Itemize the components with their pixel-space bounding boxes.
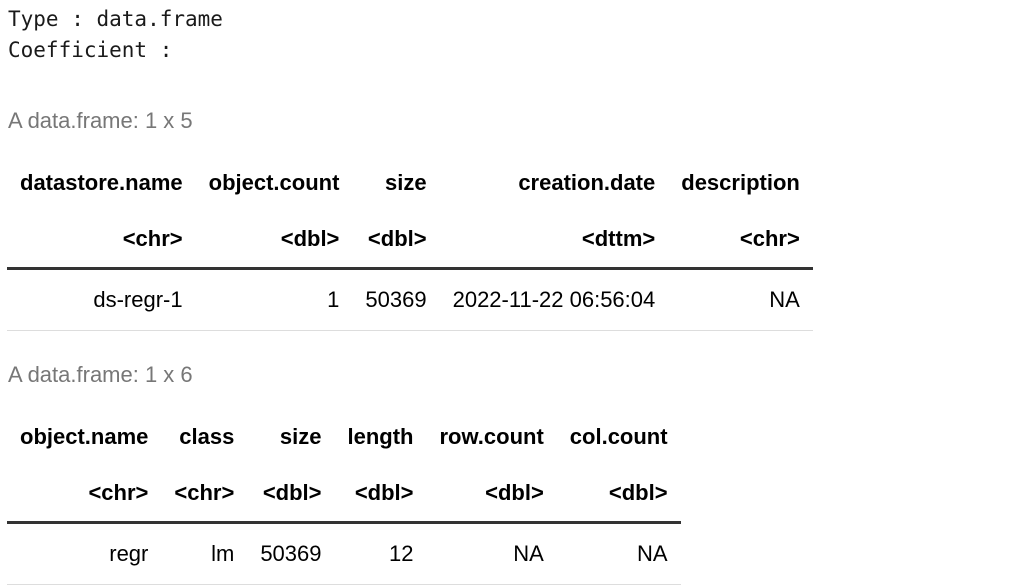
datastore-table: datastore.name object.count size creatio… — [7, 155, 813, 331]
column-type: <dbl> — [247, 465, 335, 524]
table-cell: regr — [7, 522, 162, 585]
table-cell: NA — [668, 268, 813, 331]
table-cell: ds-regr-1 — [7, 268, 196, 331]
column-type: <dbl> — [195, 211, 353, 270]
datastore-table-caption: A data.frame: 1 x 5 — [8, 108, 193, 133]
column-header: creation.date — [518, 170, 656, 195]
column-names-row: datastore.name object.count size creatio… — [7, 155, 813, 211]
column-type: <dbl> — [426, 465, 557, 524]
column-header: col.count — [569, 424, 668, 449]
column-header: description — [681, 170, 800, 195]
table-row: regr lm 50369 12 NA NA — [7, 522, 681, 585]
column-type: <chr> — [7, 465, 162, 524]
table-cell: 50369 — [247, 522, 335, 585]
column-type: <dttm> — [439, 211, 669, 270]
column-names-row: object.name class size length row.count … — [7, 409, 681, 465]
column-header: length — [347, 424, 414, 449]
column-header: object.name — [20, 424, 149, 449]
column-header: object.count — [208, 170, 340, 195]
table-row: ds-regr-1 1 50369 2022-11-22 06:56:04 NA — [7, 268, 813, 331]
column-type: <dbl> — [556, 465, 681, 524]
column-type: <chr> — [161, 465, 248, 524]
object-table: object.name class size length row.count … — [7, 409, 681, 585]
column-type: <chr> — [7, 211, 196, 270]
column-header: datastore.name — [20, 170, 183, 195]
column-types-row: <chr> <chr> <dbl> <dbl> <dbl> <dbl> — [7, 465, 681, 524]
table-cell: NA — [426, 522, 557, 585]
table-cell: 2022-11-22 06:56:04 — [439, 268, 669, 331]
column-header: size — [385, 170, 427, 195]
table-cell: 12 — [334, 522, 427, 585]
type-line: Type : data.frame — [8, 7, 223, 31]
table-cell: 50369 — [352, 268, 440, 331]
column-header: size — [279, 424, 322, 449]
object-table-caption: A data.frame: 1 x 6 — [8, 362, 193, 387]
table-cell: 1 — [195, 268, 353, 331]
column-type: <chr> — [668, 211, 813, 270]
column-type: <dbl> — [334, 465, 427, 524]
coefficient-line: Coefficient : — [8, 38, 173, 62]
column-types-row: <chr> <dbl> <dbl> <dttm> <chr> — [7, 211, 813, 270]
column-header: class — [179, 424, 235, 449]
table-cell: lm — [161, 522, 248, 585]
column-type: <dbl> — [352, 211, 440, 270]
column-header: row.count — [439, 424, 544, 449]
console-output: Type : data.frame Coefficient : — [8, 4, 223, 66]
table-cell: NA — [556, 522, 681, 585]
